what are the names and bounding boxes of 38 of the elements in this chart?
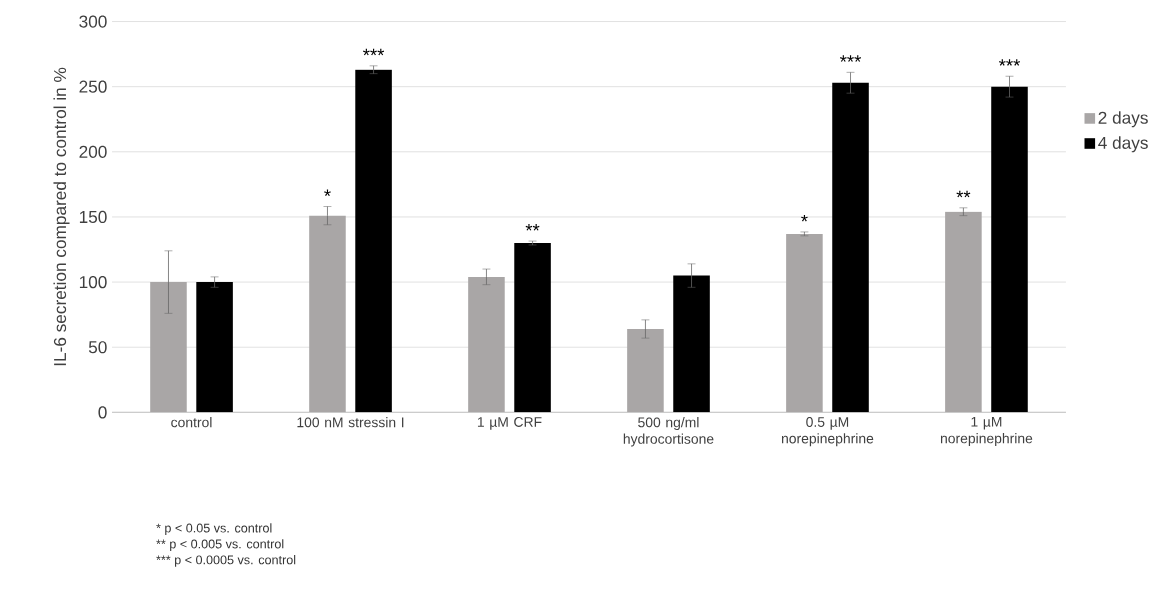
data-label: *	[324, 189, 331, 196]
data-label: *	[801, 214, 808, 222]
text: * p < 0.05 vs. control	[156, 523, 272, 535]
y-axis-title: IL-6 secretion compared to control in %	[53, 67, 70, 366]
bar	[150, 282, 187, 413]
x-tick-label: 100 nM stressin I	[297, 416, 404, 428]
bar	[468, 276, 505, 413]
y-tick-label: 300	[79, 15, 107, 28]
x-tick-label: 1 µM norepinephrine	[940, 416, 1033, 446]
y-tick-label: 100	[79, 275, 107, 289]
x-tick-label: 1 µM CRF	[477, 416, 542, 430]
bar	[196, 282, 233, 413]
bar	[945, 211, 982, 413]
bar	[673, 275, 710, 413]
data-label: ***	[998, 59, 1021, 66]
text: ** p < 0.005 vs. control	[156, 539, 284, 551]
bar	[786, 233, 823, 413]
bar	[514, 242, 551, 413]
x-tick-label: control	[171, 416, 212, 428]
legend-label: 4 days	[1098, 136, 1148, 153]
data-label: ***	[363, 48, 385, 56]
x-tick-label: 500 ng/ml hydrocortisone	[623, 416, 714, 447]
data-label: **	[956, 190, 971, 198]
bar	[991, 86, 1028, 413]
legend-label: 2 days	[1098, 111, 1148, 128]
y-tick-label: 200	[79, 145, 107, 158]
text: *** p < 0.0005 vs. control	[156, 554, 296, 567]
y-tick-label: 0	[98, 406, 107, 419]
y-tick-label: 150	[79, 210, 107, 223]
x-tick-label: 0.5 µM norepinephrine	[781, 416, 874, 447]
bar	[832, 82, 869, 413]
bar	[309, 215, 346, 413]
data-label: ***	[839, 55, 862, 62]
data-label: **	[525, 223, 540, 231]
bar	[355, 69, 392, 413]
y-tick-label: 250	[79, 80, 107, 93]
y-tick-label: 50	[88, 341, 107, 354]
bar	[627, 328, 664, 413]
